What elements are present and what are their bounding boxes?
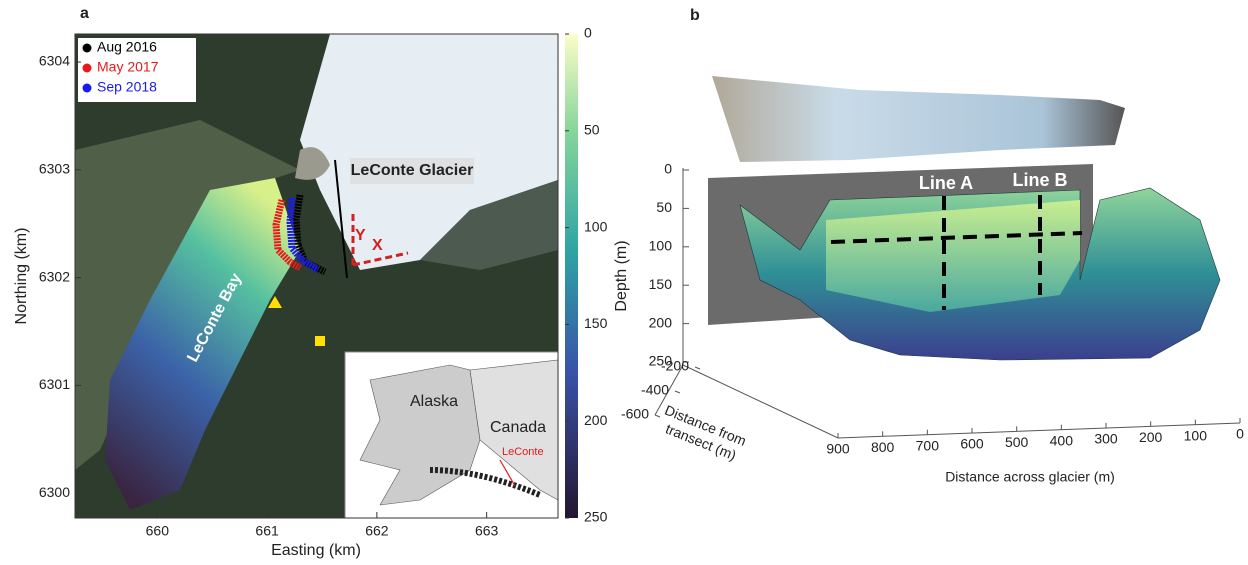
panel-b-image: [655, 76, 1240, 438]
colorbar-label: Depth (m): [613, 240, 630, 311]
y-tick-label: -600: [621, 406, 649, 422]
x-axis-label: Easting (km): [271, 542, 361, 559]
x-tick-label: 400: [1050, 432, 1074, 448]
x-tick-label: 800: [871, 439, 895, 455]
legend-marker: [83, 64, 92, 73]
z-tick-label: 150: [649, 276, 673, 292]
colorbar-tick-label: 0: [584, 25, 592, 41]
legend-label: Sep 2018: [97, 79, 157, 95]
colorbar-tick-label: 150: [584, 315, 608, 331]
colorbar-tick-label: 200: [584, 412, 608, 428]
figure: a Easting (km) Northing (km) Depth (m) L…: [0, 0, 1248, 565]
y-tick-label: -200: [661, 358, 689, 374]
z-tick-label: 100: [649, 238, 673, 254]
y-tick: [695, 367, 700, 369]
legend-label: May 2017: [97, 59, 159, 75]
z-tick-label: 50: [656, 199, 672, 215]
panel-label: b: [690, 7, 700, 24]
y-axis-label: Northing (km): [13, 228, 30, 325]
x-tick-label: 900: [826, 441, 850, 457]
x-tick-label: 662: [365, 523, 389, 539]
colorbar-tick-label: 50: [584, 122, 600, 138]
x-tick-label: 600: [960, 436, 984, 452]
x-axis-label: Distance across glacier (m): [945, 469, 1115, 485]
line-a-label: Line A: [919, 173, 973, 193]
legend-marker: [83, 84, 92, 93]
inset-alaska: Alaska: [410, 393, 458, 410]
x-tick-label: 660: [146, 523, 170, 539]
x-label: X: [372, 237, 383, 254]
x-tick-label: 663: [475, 523, 499, 539]
colorbar-tick-label: 250: [584, 509, 608, 525]
y-tick-label: 6301: [39, 376, 70, 392]
glacier-label: LeConte Glacier: [351, 162, 474, 179]
y-tick-label: 6303: [39, 161, 70, 177]
y-tick-label: -400: [641, 382, 669, 398]
x-tick-label: 200: [1139, 429, 1163, 445]
inset-canada: Canada: [490, 419, 546, 436]
square-marker: [315, 336, 325, 346]
z-tick-label: 200: [649, 314, 673, 330]
y-axis-label: Distance from transect (m): [656, 401, 752, 465]
x-tick-label: 500: [1005, 434, 1029, 450]
x-tick-label: 661: [255, 523, 279, 539]
x-tick-label: 100: [1184, 427, 1208, 443]
x-tick-label: 700: [916, 437, 940, 453]
y-tick: [655, 415, 660, 417]
y-tick-label: 6304: [39, 53, 70, 69]
panel-label: a: [80, 5, 89, 22]
legend-marker: [83, 44, 92, 53]
y-tick-label: 6302: [39, 268, 70, 284]
inset-site: LeConte: [502, 446, 544, 458]
y-tick-label: 6300: [39, 484, 70, 500]
x-tick-label: 0: [1236, 426, 1244, 442]
colorbar-tick-label: 100: [584, 218, 608, 234]
y-tick: [675, 391, 680, 393]
colorbar: [565, 34, 578, 518]
map-image: [75, 34, 558, 518]
legend-label: Aug 2016: [97, 39, 157, 55]
line-b-label: Line B: [1012, 170, 1067, 190]
x-tick-label: 300: [1094, 431, 1118, 447]
y-label: Y: [355, 227, 366, 244]
z-tick-label: 0: [664, 161, 672, 177]
